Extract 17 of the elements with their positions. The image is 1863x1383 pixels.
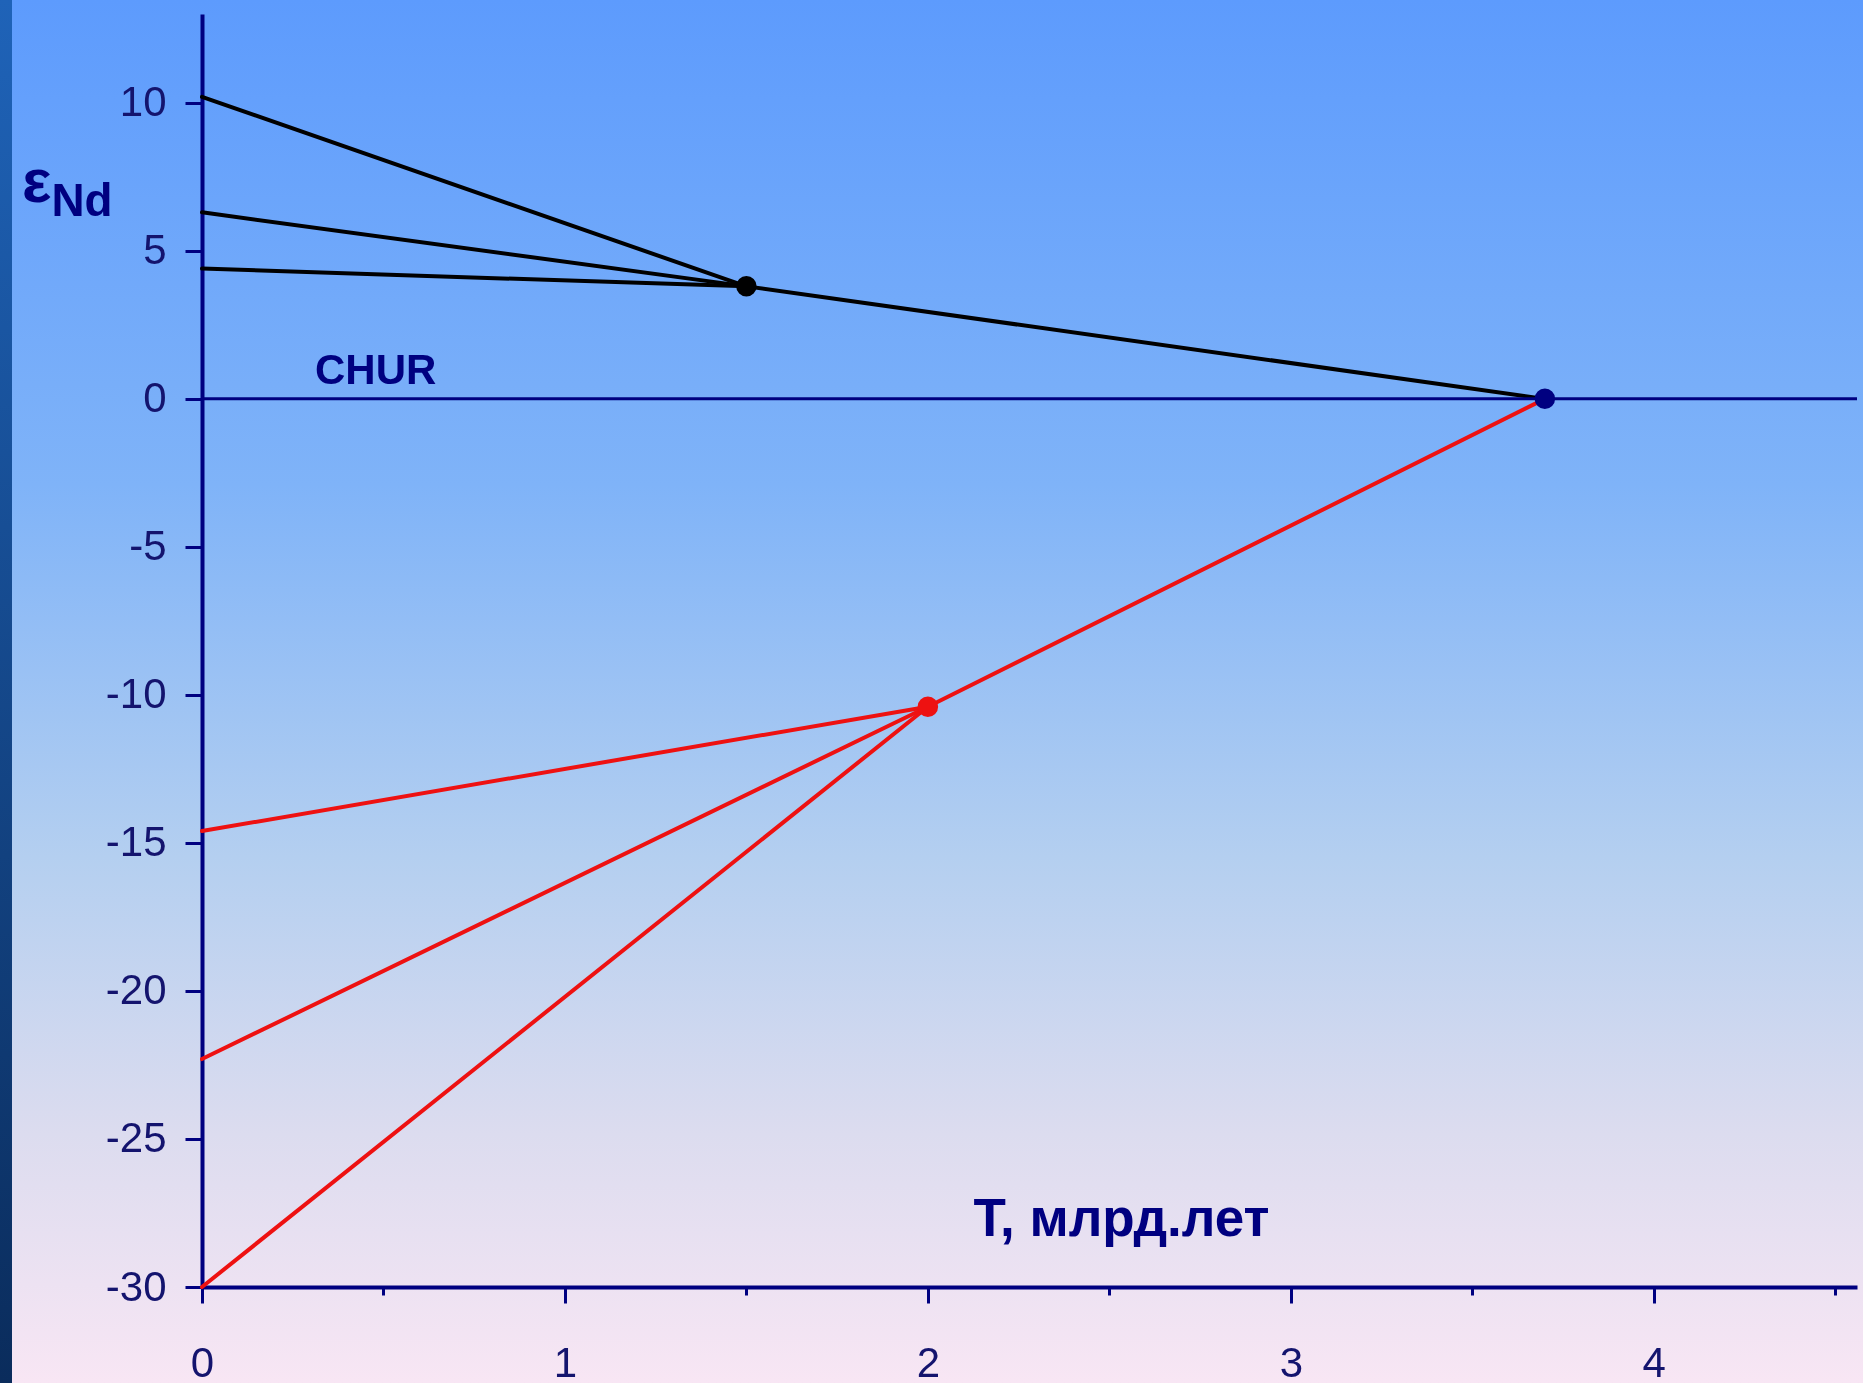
ref-line-label: CHUR <box>315 345 437 393</box>
x-tick-label: 4 <box>1642 1338 1666 1383</box>
y-tick-label: -20 <box>105 966 167 1014</box>
y-tick-label: 0 <box>143 374 167 422</box>
y-tick-label: -30 <box>105 1262 167 1310</box>
y-tick-label: -15 <box>105 818 167 866</box>
y-tick-label: 5 <box>143 226 167 274</box>
x-tick-label: 3 <box>1279 1338 1303 1383</box>
x-axis-title: T, млрд.лет <box>973 1187 1270 1247</box>
y-tick-label: -5 <box>129 522 167 570</box>
y-tick-label: -25 <box>105 1114 167 1162</box>
x-tick-label: 2 <box>916 1338 941 1383</box>
y-tick-label: -10 <box>105 670 167 718</box>
x-tick-label: 0 <box>190 1338 215 1383</box>
y-tick-label: 10 <box>119 78 167 126</box>
y-axis-title: ε$_{Nd}$ <box>22 146 113 226</box>
x-tick-label: 1 <box>553 1338 578 1383</box>
